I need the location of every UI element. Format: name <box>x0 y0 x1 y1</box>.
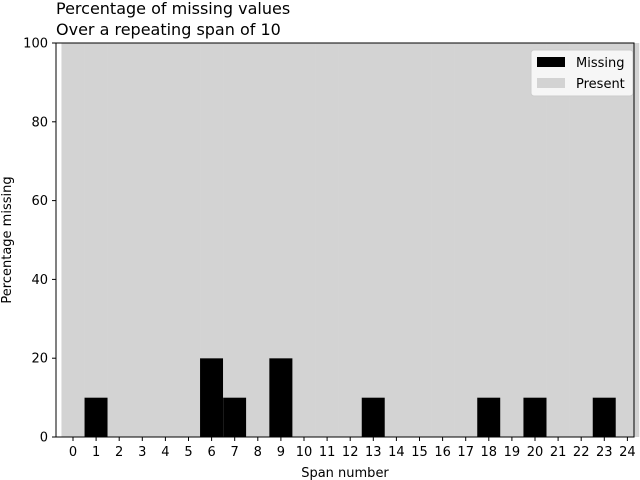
legend: Missing Present <box>530 49 634 97</box>
bar-missing-18 <box>477 397 501 437</box>
bar-present-23 <box>592 43 617 398</box>
bar-present-22 <box>569 43 594 437</box>
chart-subtitle: Over a repeating span of 10 <box>56 20 281 39</box>
axes <box>55 42 635 438</box>
bar-present-9 <box>269 43 293 359</box>
x-tick-label-6: 6 <box>207 445 215 460</box>
bar-present-21 <box>546 43 570 437</box>
x-tick-label-19: 19 <box>504 445 521 460</box>
x-tick-label-9: 9 <box>277 445 285 460</box>
bars <box>61 43 640 437</box>
x-tick-label-10: 10 <box>296 445 313 460</box>
bar-missing-13 <box>361 397 385 437</box>
legend-label-present: Present <box>576 77 625 92</box>
bar-present-1 <box>84 43 108 398</box>
bar-missing-6 <box>200 358 224 437</box>
x-tick-label-2: 2 <box>115 445 123 460</box>
y-tick-label-20: 20 <box>31 352 48 367</box>
bar-present-13 <box>361 43 386 398</box>
bar-present-0 <box>61 43 85 437</box>
y-tick-label-100: 100 <box>23 37 48 52</box>
x-tick-label-24: 24 <box>619 445 636 460</box>
bar-present-8 <box>246 43 270 437</box>
bar-present-12 <box>338 43 363 437</box>
bar-present-15 <box>407 43 432 437</box>
bar-present-17 <box>454 43 478 437</box>
bar-present-24 <box>615 43 640 437</box>
bar-present-3 <box>130 43 155 437</box>
x-tick-label-16: 16 <box>434 445 451 460</box>
x-tick-label-12: 12 <box>342 445 359 460</box>
x-tick-label-17: 17 <box>457 445 474 460</box>
x-tick-label-1: 1 <box>92 445 100 460</box>
x-tick-label-22: 22 <box>573 445 590 460</box>
bar-present-7 <box>223 43 247 398</box>
legend-label-missing: Missing <box>576 56 624 71</box>
x-tick-label-23: 23 <box>596 445 613 460</box>
legend-swatch-present <box>537 78 565 88</box>
bar-present-18 <box>477 43 501 398</box>
x-tick-label-20: 20 <box>527 445 544 460</box>
bar-missing-20 <box>523 397 547 437</box>
y-tick-label-80: 80 <box>31 115 48 130</box>
bar-present-5 <box>176 43 201 437</box>
y-axis-label: Percentage missing <box>0 176 15 303</box>
x-axis-label: Span number <box>301 466 389 480</box>
y-tick-label-40: 40 <box>31 273 48 288</box>
chart-title: Percentage of missing values <box>56 0 290 18</box>
x-tick-label-0: 0 <box>69 445 77 460</box>
bar-present-19 <box>500 43 524 437</box>
legend-swatch-missing <box>537 57 565 67</box>
x-tick-label-14: 14 <box>388 445 405 460</box>
bar-present-11 <box>315 43 339 437</box>
bar-missing-7 <box>223 397 247 437</box>
x-tick-label-21: 21 <box>550 445 567 460</box>
x-tick-label-8: 8 <box>254 445 262 460</box>
bar-present-4 <box>153 43 178 437</box>
x-tick-label-11: 11 <box>319 445 336 460</box>
bar-present-2 <box>107 43 132 437</box>
bar-missing-9 <box>269 358 293 437</box>
y-tick-label-60: 60 <box>31 194 48 209</box>
x-tick-label-4: 4 <box>161 445 169 460</box>
y-tick-label-0: 0 <box>40 431 48 446</box>
x-tick-label-5: 5 <box>184 445 192 460</box>
x-tick-label-15: 15 <box>411 445 428 460</box>
y-axis-ticks: 0 20 40 60 80 100 <box>23 37 56 446</box>
plot-frame <box>55 42 635 438</box>
x-tick-label-7: 7 <box>231 445 239 460</box>
bar-present-10 <box>292 43 316 437</box>
x-axis-ticks: 0 1 2 3 4 5 6 7 8 9 10 11 12 13 14 15 16 17 18 19 20 21 22 23 24 <box>69 437 636 460</box>
bar-present-16 <box>431 43 455 437</box>
bar-missing-23 <box>592 397 616 437</box>
x-tick-label-3: 3 <box>138 445 146 460</box>
bar-missing-1 <box>84 397 108 437</box>
bar-present-6 <box>200 43 224 359</box>
x-tick-label-18: 18 <box>481 445 498 460</box>
bar-present-20 <box>523 43 547 398</box>
bar-present-14 <box>384 43 409 437</box>
x-tick-label-13: 13 <box>365 445 382 460</box>
